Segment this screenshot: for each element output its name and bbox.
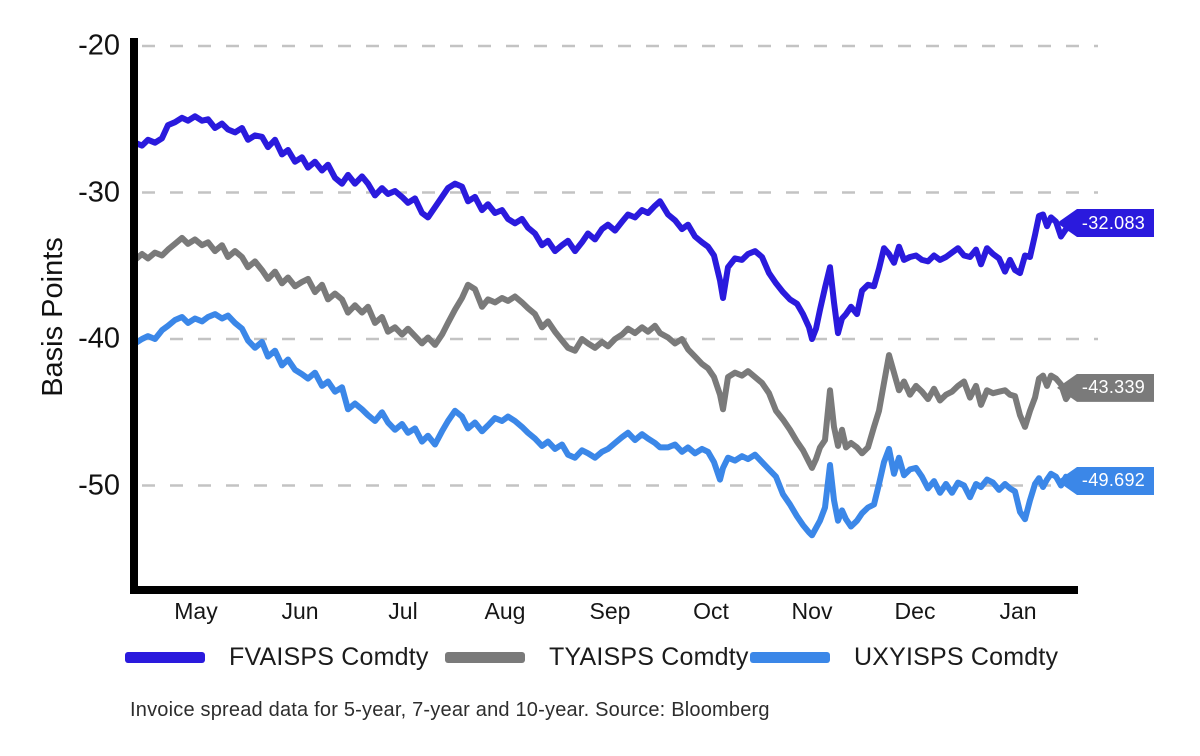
series-line-uxyisps	[132, 311, 1078, 539]
legend-item-uxyisps: UXYISPS Comdty	[750, 643, 1058, 672]
y-tick-label: -20	[78, 29, 120, 62]
x-tick-label: May	[174, 598, 218, 624]
legend-item-fvaisps: FVAISPS Comdty	[125, 643, 429, 672]
series-line-fvaisps	[132, 113, 1078, 342]
y-axis-title: Basis Points	[37, 237, 69, 397]
y-tick-label: -30	[78, 176, 120, 208]
x-tick-label: Nov	[791, 598, 833, 624]
end-value-text: -32.083	[1081, 212, 1146, 233]
legend-label: FVAISPS Comdty	[229, 643, 429, 671]
legend-label: TYAISPS Comdty	[549, 643, 749, 671]
legend-swatch-gray	[445, 652, 525, 663]
x-axis-line	[130, 586, 1078, 594]
legend-item-tyaisps: TYAISPS Comdty	[445, 643, 749, 672]
end-value-tag-uxyisps: -49.692	[1057, 466, 1154, 495]
x-tick-label: Jun	[281, 598, 319, 624]
x-tick-label: Jul	[388, 598, 418, 624]
end-value-tag-tyaisps: -43.339	[1057, 373, 1154, 402]
y-tick-label: -40	[78, 322, 120, 355]
end-value-text: -49.692	[1081, 470, 1146, 491]
end-value-text: -43.339	[1081, 377, 1146, 398]
y-tick-label: -50	[78, 469, 120, 501]
x-tick-label: Jan	[999, 598, 1037, 624]
end-value-tag-fvaisps: -32.083	[1057, 209, 1154, 238]
legend-swatch-blue	[125, 652, 205, 663]
legend-label: UXYISPS Comdty	[854, 643, 1059, 671]
series-line-tyaisps	[132, 234, 1078, 471]
x-tick-label: Aug	[484, 598, 526, 624]
y-axis-line	[130, 38, 138, 594]
chart-caption: Invoice spread data for 5-year, 7-year a…	[130, 699, 770, 721]
x-tick-label: Dec	[894, 598, 936, 624]
x-tick-label: Oct	[693, 598, 729, 624]
legend-swatch-lightblue	[750, 652, 830, 663]
x-tick-label: Sep	[589, 598, 631, 624]
